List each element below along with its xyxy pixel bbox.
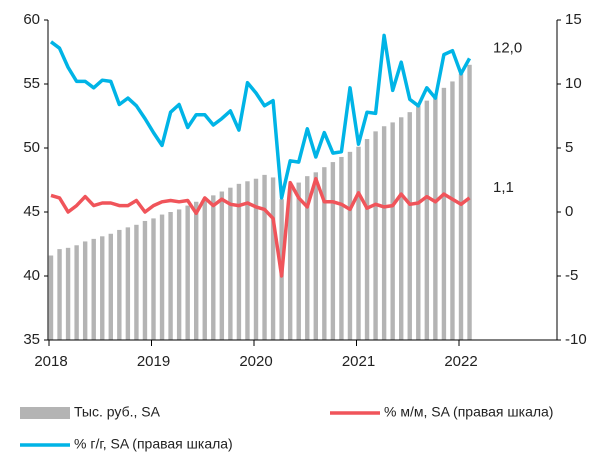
bar: [168, 212, 173, 340]
y2-tick-label: -10: [565, 331, 587, 348]
bar: [330, 162, 336, 340]
bar: [100, 236, 105, 340]
annotation: 1,1: [493, 179, 514, 196]
legend-label: % м/м, SA (правая шкала): [384, 404, 553, 420]
annotation: 12,0: [493, 39, 522, 56]
bar: [356, 146, 361, 340]
bar: [407, 112, 412, 340]
bar: [416, 105, 421, 340]
bar: [48, 255, 54, 340]
y2-tick-label: 10: [565, 75, 582, 92]
bar: [262, 174, 267, 340]
bar: [228, 187, 233, 340]
line: [49, 33, 472, 200]
bar: [381, 126, 387, 341]
bar: [82, 241, 88, 340]
bar: [176, 209, 182, 340]
bar: [373, 131, 378, 340]
bar: [467, 64, 472, 341]
bar: [313, 172, 318, 340]
legend-label: Тыс. руб., SA: [74, 404, 161, 420]
bar: [74, 245, 79, 340]
y2-tick-label: -5: [565, 267, 578, 284]
x-tick-label: 2022: [444, 353, 477, 370]
bar: [125, 227, 131, 340]
y-tick-label: 45: [23, 203, 40, 220]
bar: [390, 122, 395, 341]
bar: [142, 220, 148, 340]
bar: [211, 195, 216, 340]
y2-tick-label: 5: [565, 139, 573, 156]
bar: [134, 224, 139, 340]
bar: [91, 238, 96, 340]
bar: [185, 205, 190, 340]
bar: [253, 178, 259, 340]
bar: [305, 176, 310, 340]
y-tick-label: 55: [23, 75, 40, 92]
bar: [287, 188, 293, 340]
legend-label: % г/г, SA (правая шкала): [74, 436, 233, 452]
bar: [219, 191, 225, 340]
bar: [458, 73, 464, 340]
bar: [57, 249, 62, 340]
bar: [450, 81, 455, 340]
y-tick-label: 50: [23, 139, 40, 156]
bar: [433, 94, 438, 341]
bar: [296, 182, 301, 340]
y-tick-label: 60: [23, 11, 40, 28]
line: [50, 176, 471, 278]
x-tick-label: 2020: [239, 353, 272, 370]
bar: [151, 218, 156, 340]
bar: [424, 100, 430, 340]
y2-tick-label: 15: [565, 11, 582, 28]
x-tick-label: 2019: [137, 353, 170, 370]
bar: [194, 201, 199, 340]
bar: [236, 183, 242, 340]
bar: [245, 181, 250, 340]
bar: [364, 139, 370, 340]
x-tick-label: 2018: [34, 353, 67, 370]
bar: [347, 151, 353, 340]
bar: [65, 247, 71, 340]
bar: [159, 214, 165, 340]
bar: [339, 156, 344, 340]
bar: [202, 199, 207, 340]
bar: [270, 177, 276, 340]
y2-tick-label: 0: [565, 203, 573, 220]
y-tick-label: 35: [23, 331, 40, 348]
y-tick-label: 40: [23, 267, 40, 284]
x-tick-label: 2021: [342, 353, 375, 370]
bar: [322, 167, 327, 340]
bar: [108, 233, 113, 340]
bar: [399, 117, 404, 340]
bar: [441, 87, 447, 340]
bar: [117, 229, 122, 340]
legend-swatch: [20, 407, 70, 419]
